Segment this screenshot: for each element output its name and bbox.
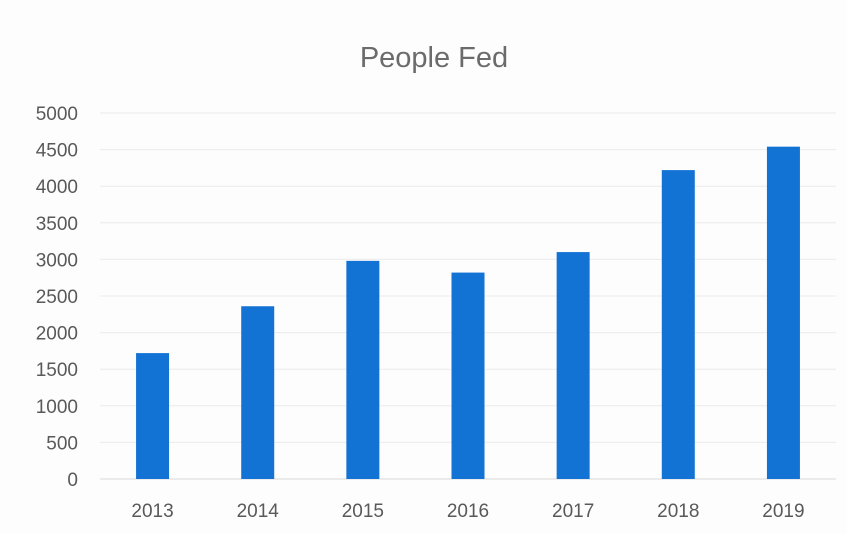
- y-axis-ticks: 0 500 1000 1500 2000 2500 3000 3500 4000 4500 5000: [36, 104, 78, 491]
- y-tick-label: 4500: [36, 141, 78, 162]
- x-tick-label: 2016: [447, 501, 489, 522]
- y-tick-label: 0: [67, 470, 78, 491]
- y-tick-label: 1000: [36, 397, 78, 418]
- y-tick-label: 3500: [36, 214, 78, 235]
- y-tick-label: 4000: [36, 177, 78, 198]
- x-tick-label: 2014: [237, 501, 280, 522]
- x-tick-label: 2018: [657, 501, 699, 522]
- x-tick-label: 2019: [762, 501, 804, 522]
- bar-2019: [766, 146, 800, 479]
- x-tick-label: 2017: [552, 501, 594, 522]
- bar-2014: [241, 306, 275, 479]
- bar-2018: [661, 170, 695, 479]
- bars: [136, 146, 800, 479]
- y-tick-label: 500: [46, 433, 78, 454]
- y-tick-label: 2500: [36, 287, 78, 308]
- y-tick-label: 3000: [36, 250, 78, 271]
- x-tick-label: 2015: [342, 501, 384, 522]
- y-tick-label: 5000: [36, 104, 78, 125]
- x-tick-label: 2013: [131, 501, 173, 522]
- bar-2017: [556, 252, 590, 479]
- y-tick-label: 1500: [36, 360, 78, 381]
- y-tick-label: 2000: [36, 324, 78, 345]
- chart-title: People Fed: [360, 42, 508, 74]
- x-axis-ticks: 2013 2014 2015 2016 2017 2018 2019: [131, 501, 804, 522]
- bar-2013: [136, 353, 170, 479]
- bar-2015: [346, 260, 380, 479]
- bar-2016: [451, 272, 485, 479]
